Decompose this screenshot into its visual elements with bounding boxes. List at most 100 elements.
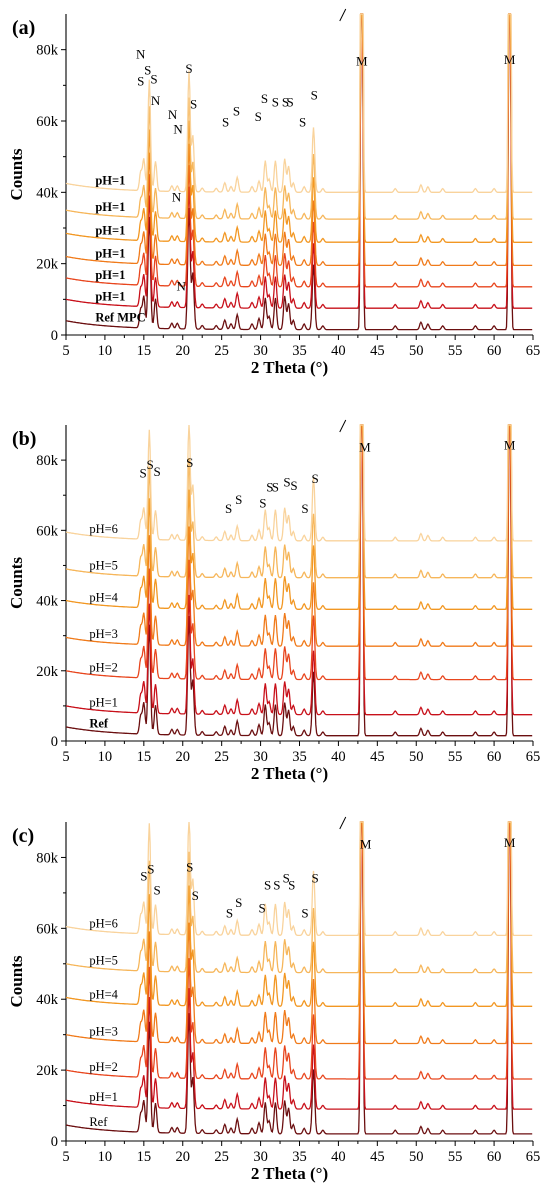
peak-annotation: M [504,835,516,850]
panel-label: (c) [12,825,34,847]
x-axis-title: 2 Theta (°) [251,1164,328,1183]
peak-annotation: S [272,480,279,495]
panel-label: (a) [12,17,35,39]
panel-b: 5 10 15 20 25 30 35 40 45 50 55 60 65 0 20k 40k 60k 80k 2 … [7,419,541,783]
x-tick-label: 15 [137,749,152,765]
x-tick-label: 20 [176,1149,191,1165]
peak-annotation: S [264,877,271,892]
panel-label: (b) [12,428,36,450]
series-label: pH=4 [89,987,118,1001]
series-label: Ref MPC [95,311,145,325]
peak-annotation: M [359,439,371,454]
peak-annotation: N [172,189,182,204]
series-line [65,821,533,937]
peak-annotation: S [144,63,151,78]
series-label: pH=1 [95,200,125,214]
x-tick-label: 50 [409,749,424,765]
peak-annotation: S [185,61,192,76]
y-tick-label: 20k [36,257,59,273]
peak-annotation: S [226,906,233,921]
series-label: pH=6 [89,522,118,536]
x-tick-label: 10 [98,749,113,765]
x-tick-label: 55 [448,1149,463,1165]
peak-annotation: S [259,900,266,915]
peak-annotation: S [139,466,146,481]
peak-annotation: S [311,870,318,885]
series-line [65,424,533,579]
x-tick-label: 25 [214,749,229,765]
series-line [65,13,533,243]
x-tick-label: 35 [292,343,307,359]
series-line [65,821,533,1007]
peak-annotation: S [222,114,229,129]
peak-annotation: M [504,52,516,67]
peak-annotation: S [287,95,294,110]
x-tick-label: 55 [448,343,463,359]
series-label: pH=2 [89,1060,118,1074]
y-axis-title: Counts [7,955,26,1007]
y-tick-label: 20k [36,664,59,680]
x-tick-label: 10 [98,1149,113,1165]
x-tick-label: 10 [98,343,113,359]
x-tick-label: 40 [331,749,346,765]
series-line [65,424,533,681]
peak-annotation: S [266,480,273,495]
series-line [65,13,533,193]
y-tick-label: 60k [36,114,59,130]
y-tick-label: 60k [36,523,59,539]
series-label: Ref [89,1115,108,1129]
peak-annotation: N [151,93,161,108]
series-label: pH=4 [89,590,118,604]
peak-annotation: S [255,109,262,124]
peak-annotation: S [299,114,306,129]
x-axis-title: 2 Theta (°) [251,358,328,377]
peak-annotation: S [273,877,280,892]
axis-break-mark [339,816,347,830]
y-tick-label: 0 [51,328,58,344]
series-label: pH=1 [95,223,125,237]
series-label: pH=5 [89,559,118,573]
peak-annotation: S [186,455,193,470]
peak-annotation: S [290,478,297,493]
peak-annotation: S [147,861,154,876]
series-label: pH=5 [89,954,118,968]
panel-a: 5 10 15 20 25 30 35 40 45 50 55 60 65 0 20k 40k 60k 80k 2 … [7,8,541,377]
x-tick-label: 65 [526,749,541,765]
series-label: pH=1 [95,289,125,303]
peak-annotation: N [168,107,178,122]
series-label: Ref [89,717,109,731]
panel-c: 5 10 15 20 25 30 35 40 45 50 55 60 65 0 20k 40k 60k 80k 2 … [7,816,540,1183]
x-tick-label: 5 [62,343,69,359]
peak-annotation: S [235,492,242,507]
peak-annotation: S [146,457,153,472]
series-line [65,424,533,737]
peak-annotation: S [311,471,318,486]
peak-annotation: N [176,278,186,293]
series-line [65,821,533,1080]
x-tick-label: 35 [292,1149,307,1165]
y-tick-label: 40k [36,185,59,201]
y-axis-title: Counts [7,148,26,200]
x-tick-label: 30 [253,1149,268,1165]
x-tick-label: 5 [62,749,69,765]
x-tick-label: 15 [137,1149,152,1165]
series-line [65,13,533,220]
x-tick-label: 60 [487,343,502,359]
x-axis-title: 2 Theta (°) [251,764,328,783]
peak-annotation: S [190,97,197,112]
x-tick-label: 30 [253,749,268,765]
series-line [65,821,533,1135]
series-label: pH=6 [89,916,118,930]
x-tick-label: 65 [526,343,541,359]
x-tick-label: 25 [214,343,229,359]
x-tick-label: 35 [292,749,307,765]
peak-annotation: S [153,883,160,898]
y-tick-label: 40k [36,992,59,1008]
series-label: pH=1 [95,173,125,187]
series-line [65,424,533,610]
x-tick-label: 25 [214,1149,229,1165]
peak-annotation: S [153,464,160,479]
peak-annotation: M [504,438,516,453]
peak-annotation: S [186,860,193,875]
series-label: pH=1 [95,268,125,282]
